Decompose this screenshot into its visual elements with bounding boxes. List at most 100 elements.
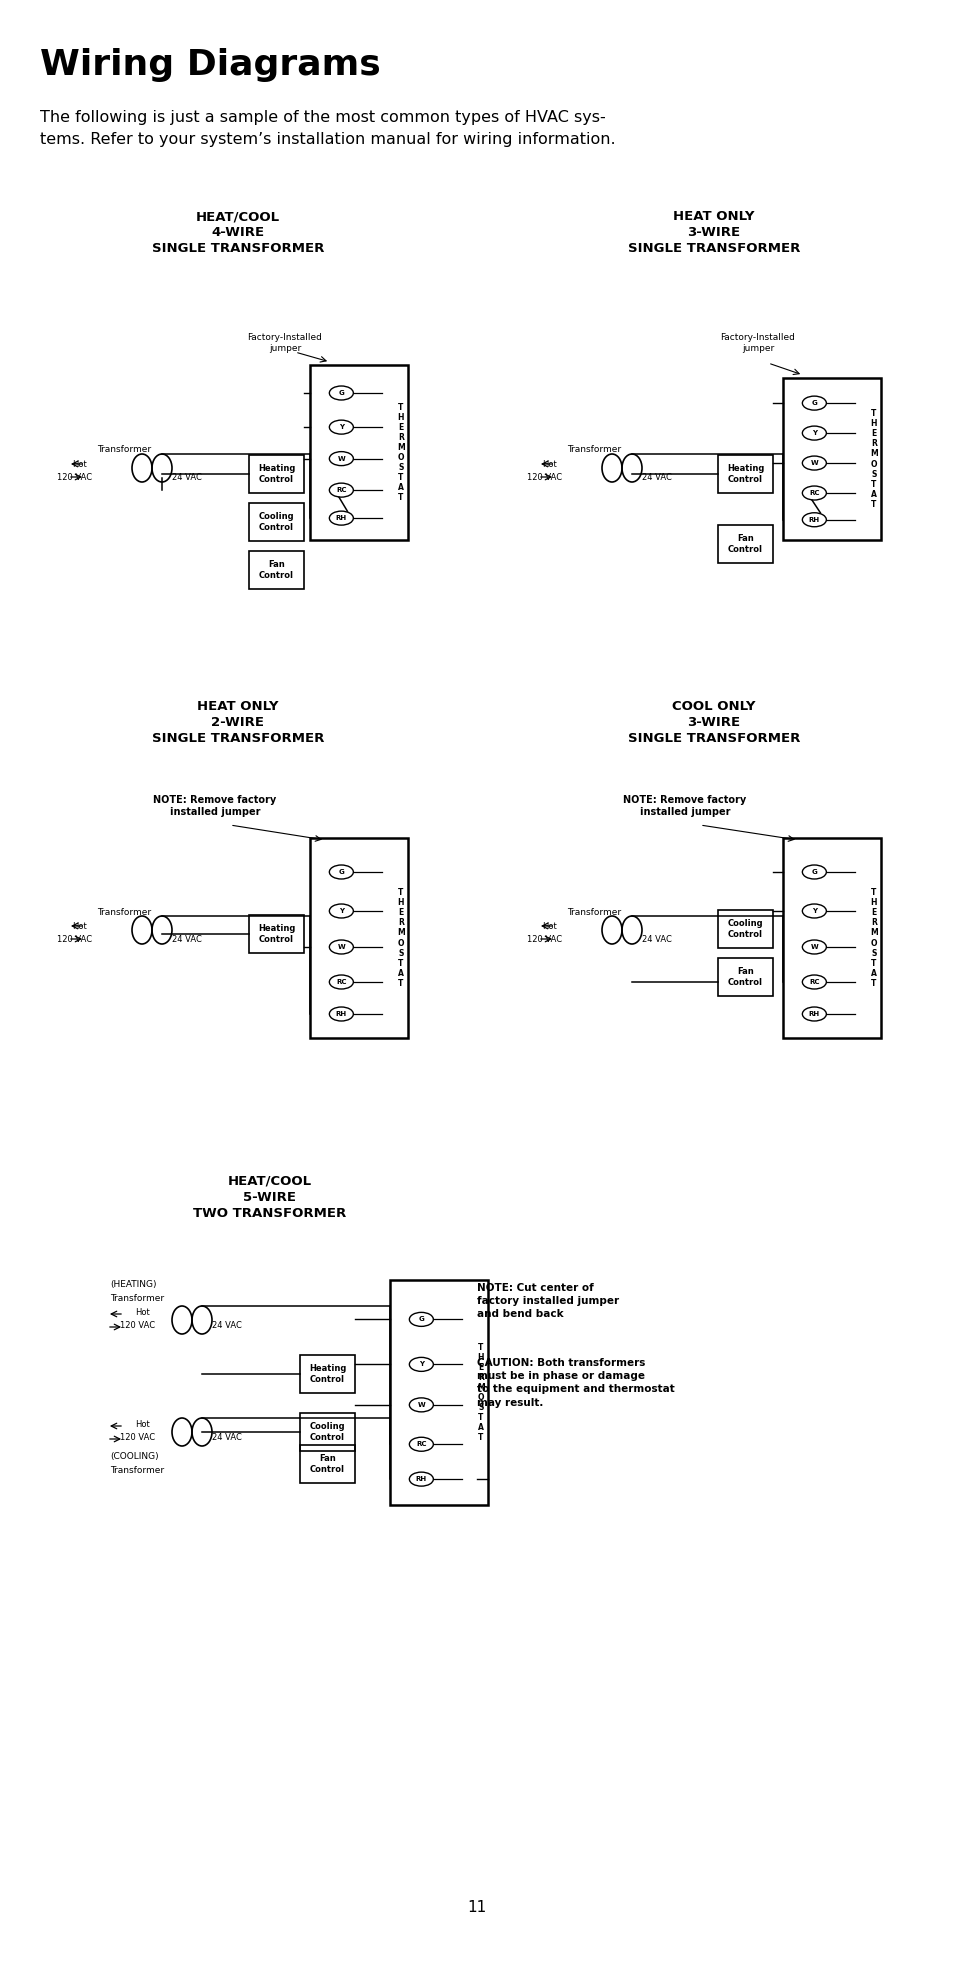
Text: Fan
Control: Fan Control [310,1453,345,1473]
Text: 11: 11 [467,1899,486,1915]
Bar [310,838,408,1037]
Text: Heating
Control: Heating Control [726,463,763,483]
Text: tems. Refer to your system’s installation manual for wiring information.: tems. Refer to your system’s installatio… [40,132,615,148]
Text: Transformer: Transformer [566,907,620,917]
Bar [782,838,880,1037]
Text: 120 VAC: 120 VAC [120,1321,155,1329]
Text: Transformer: Transformer [110,1294,164,1303]
Text: T
H
E
R
M
O
S
T
A
T: T H E R M O S T A T [476,1343,484,1442]
Text: RH: RH [808,1012,819,1018]
Text: RH: RH [335,515,347,521]
Text: Hot: Hot [71,459,87,469]
Bar [299,1445,355,1483]
Text: 24 VAC: 24 VAC [212,1321,242,1329]
Text: RC: RC [335,978,346,984]
Text: Cooling
Control: Cooling Control [727,919,762,939]
Text: G: G [811,870,817,876]
Text: Heating
Control: Heating Control [257,925,294,945]
Ellipse shape [409,1313,433,1327]
Text: W: W [810,459,818,465]
Text: W: W [417,1402,425,1408]
Bar [249,550,304,590]
Text: 24 VAC: 24 VAC [641,935,671,945]
Text: Heating
Control: Heating Control [309,1365,346,1384]
Text: Wiring Diagrams: Wiring Diagrams [40,47,380,83]
Text: RH: RH [808,517,819,523]
Bar [299,1414,355,1451]
Text: 120 VAC: 120 VAC [120,1434,155,1442]
Text: 24 VAC: 24 VAC [172,935,202,945]
Text: HEAT/COOL
5-WIRE
TWO TRANSFORMER: HEAT/COOL 5-WIRE TWO TRANSFORMER [193,1175,346,1221]
Text: G: G [338,390,344,396]
Text: 120 VAC: 120 VAC [526,473,561,481]
Ellipse shape [801,485,825,501]
Text: RC: RC [335,487,346,493]
Bar [718,525,772,562]
Text: 120 VAC: 120 VAC [57,935,92,945]
Text: 24 VAC: 24 VAC [212,1434,242,1442]
Text: G: G [338,870,344,876]
Text: NOTE: Remove factory
installed jumper: NOTE: Remove factory installed jumper [153,795,276,818]
Bar [718,958,772,996]
Ellipse shape [801,1008,825,1021]
Text: T
H
E
R
M
O
S
T
A
T: T H E R M O S T A T [396,887,404,988]
Ellipse shape [409,1357,433,1371]
Bar [782,379,880,540]
Text: Hot: Hot [135,1420,150,1430]
Text: Y: Y [338,907,343,913]
Bar [249,503,304,540]
Bar [310,365,408,540]
Ellipse shape [801,941,825,954]
Ellipse shape [801,903,825,919]
Text: Transformer: Transformer [110,1465,164,1475]
Ellipse shape [329,866,353,880]
Text: Cooling
Control: Cooling Control [310,1422,345,1442]
Ellipse shape [329,974,353,990]
Text: NOTE: Cut center of
factory installed jumper
and bend back: NOTE: Cut center of factory installed ju… [476,1284,618,1319]
Text: HEAT/COOL
4-WIRE
SINGLE TRANSFORMER: HEAT/COOL 4-WIRE SINGLE TRANSFORMER [152,209,324,254]
Text: W: W [337,945,345,951]
Text: W: W [337,456,345,461]
Text: T
H
E
R
M
O
S
T
A
T: T H E R M O S T A T [869,887,877,988]
Bar [718,456,772,493]
Text: Y: Y [338,424,343,430]
Ellipse shape [409,1438,433,1451]
Text: Y: Y [418,1361,423,1367]
Text: Hot: Hot [541,923,557,931]
Ellipse shape [801,456,825,469]
Text: RC: RC [808,489,819,497]
Text: Fan
Control: Fan Control [727,966,762,988]
Text: RC: RC [416,1442,426,1447]
Text: Fan
Control: Fan Control [727,534,762,554]
Text: T
H
E
R
M
O
S
T
A
T: T H E R M O S T A T [396,402,404,503]
Text: Transformer: Transformer [566,446,620,454]
Text: COOL ONLY
3-WIRE
SINGLE TRANSFORMER: COOL ONLY 3-WIRE SINGLE TRANSFORMER [627,700,800,745]
Ellipse shape [409,1398,433,1412]
Text: CAUTION: Both transformers
must be in phase or damage
to the equipment and therm: CAUTION: Both transformers must be in ph… [476,1359,674,1408]
Ellipse shape [801,866,825,880]
Text: Hot: Hot [135,1307,150,1317]
Ellipse shape [329,483,353,497]
Ellipse shape [329,452,353,465]
Text: NOTE: Remove factory
installed jumper: NOTE: Remove factory installed jumper [622,795,746,818]
Text: Hot: Hot [541,459,557,469]
Text: 120 VAC: 120 VAC [526,935,561,945]
Text: RC: RC [808,978,819,984]
Text: HEAT ONLY
2-WIRE
SINGLE TRANSFORMER: HEAT ONLY 2-WIRE SINGLE TRANSFORMER [152,700,324,745]
Text: Y: Y [811,907,816,913]
Text: Factory-Installed
jumper: Factory-Installed jumper [247,333,322,353]
Ellipse shape [329,1008,353,1021]
Text: RH: RH [416,1477,427,1483]
Ellipse shape [801,974,825,990]
Text: Transformer: Transformer [97,446,151,454]
Text: Factory-Installed
jumper: Factory-Installed jumper [720,333,795,353]
Bar [718,909,772,949]
Text: 120 VAC: 120 VAC [57,473,92,481]
Text: W: W [810,945,818,951]
Text: 24 VAC: 24 VAC [641,473,671,481]
Bar [249,456,304,493]
Text: Heating
Control: Heating Control [257,463,294,483]
Ellipse shape [329,903,353,919]
Text: Transformer: Transformer [97,907,151,917]
Text: (HEATING): (HEATING) [110,1280,156,1290]
